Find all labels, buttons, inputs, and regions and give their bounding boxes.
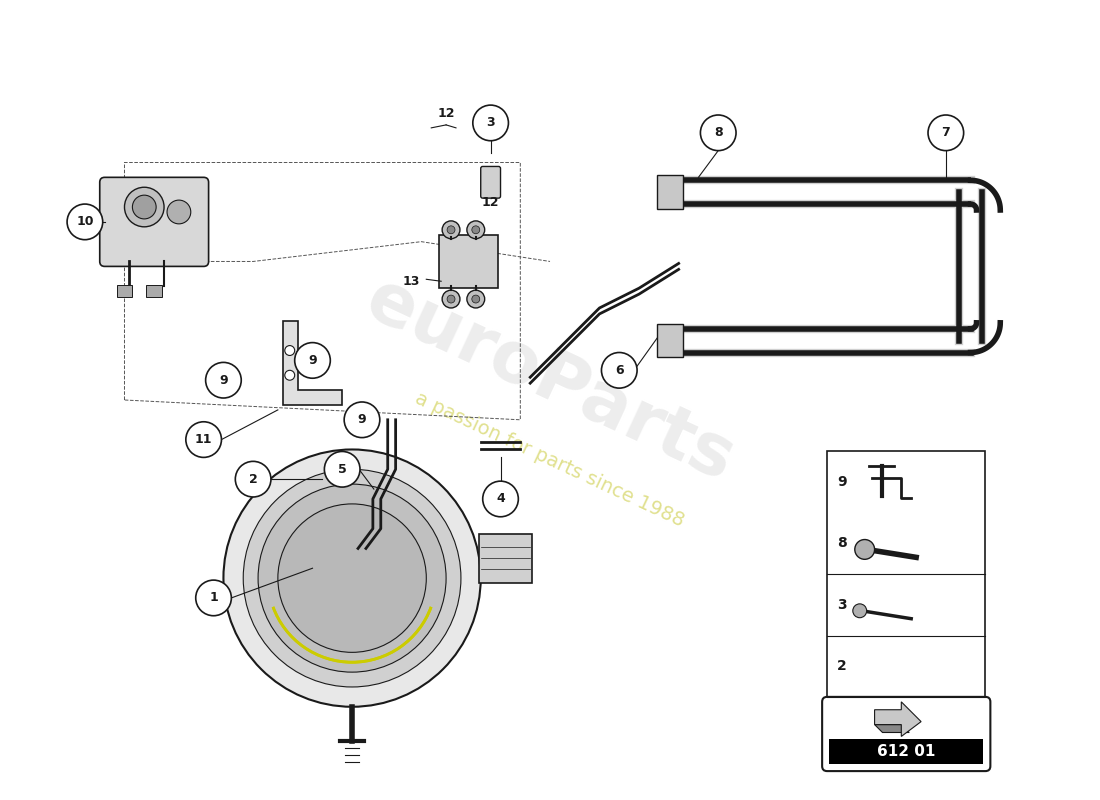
- FancyBboxPatch shape: [827, 451, 986, 697]
- FancyBboxPatch shape: [478, 534, 532, 582]
- Text: 11: 11: [195, 433, 212, 446]
- Circle shape: [466, 290, 485, 308]
- Circle shape: [344, 402, 380, 438]
- Text: 8: 8: [714, 126, 723, 139]
- Circle shape: [223, 450, 481, 706]
- Circle shape: [124, 187, 164, 227]
- Polygon shape: [874, 702, 921, 737]
- Text: 2: 2: [837, 659, 847, 673]
- Text: euroParts: euroParts: [355, 265, 745, 496]
- Circle shape: [285, 346, 295, 355]
- Circle shape: [132, 195, 156, 219]
- Circle shape: [235, 462, 271, 497]
- Circle shape: [447, 295, 455, 303]
- Text: 12: 12: [438, 106, 454, 119]
- Text: 9: 9: [837, 475, 847, 489]
- FancyBboxPatch shape: [657, 324, 683, 358]
- Text: a passion for parts since 1988: a passion for parts since 1988: [412, 389, 688, 530]
- Text: 9: 9: [308, 354, 317, 367]
- Circle shape: [278, 504, 427, 652]
- FancyBboxPatch shape: [439, 234, 497, 288]
- Circle shape: [483, 481, 518, 517]
- Circle shape: [852, 604, 867, 618]
- Text: 9: 9: [219, 374, 228, 386]
- Circle shape: [928, 115, 964, 150]
- Polygon shape: [283, 321, 342, 405]
- Circle shape: [67, 204, 102, 240]
- Text: 9: 9: [358, 414, 366, 426]
- Circle shape: [855, 539, 875, 559]
- Circle shape: [466, 221, 485, 238]
- Text: 2: 2: [249, 473, 257, 486]
- Text: 13: 13: [403, 274, 420, 288]
- FancyBboxPatch shape: [100, 178, 209, 266]
- FancyBboxPatch shape: [657, 175, 683, 209]
- Text: 6: 6: [615, 364, 624, 377]
- Text: 3: 3: [837, 598, 847, 612]
- FancyBboxPatch shape: [822, 697, 990, 771]
- Circle shape: [447, 226, 455, 234]
- Text: 8: 8: [837, 537, 847, 550]
- Circle shape: [472, 295, 480, 303]
- Circle shape: [167, 200, 190, 224]
- Circle shape: [196, 580, 231, 616]
- Circle shape: [324, 451, 360, 487]
- Text: 7: 7: [942, 126, 950, 139]
- Text: 3: 3: [486, 117, 495, 130]
- Circle shape: [206, 362, 241, 398]
- Polygon shape: [874, 725, 910, 733]
- Circle shape: [473, 105, 508, 141]
- Circle shape: [186, 422, 221, 458]
- Text: 612 01: 612 01: [877, 744, 935, 759]
- Text: 5: 5: [338, 462, 346, 476]
- Circle shape: [243, 470, 461, 687]
- Circle shape: [701, 115, 736, 150]
- Circle shape: [442, 290, 460, 308]
- Circle shape: [258, 484, 447, 672]
- Circle shape: [295, 342, 330, 378]
- Circle shape: [472, 226, 480, 234]
- Circle shape: [602, 353, 637, 388]
- Text: 1: 1: [209, 591, 218, 605]
- FancyBboxPatch shape: [146, 286, 162, 297]
- FancyBboxPatch shape: [829, 739, 983, 764]
- Text: 12: 12: [482, 195, 499, 209]
- Text: 10: 10: [76, 215, 94, 228]
- Circle shape: [442, 221, 460, 238]
- FancyBboxPatch shape: [117, 286, 132, 297]
- Text: 4: 4: [496, 493, 505, 506]
- FancyBboxPatch shape: [481, 166, 500, 198]
- Circle shape: [285, 370, 295, 380]
